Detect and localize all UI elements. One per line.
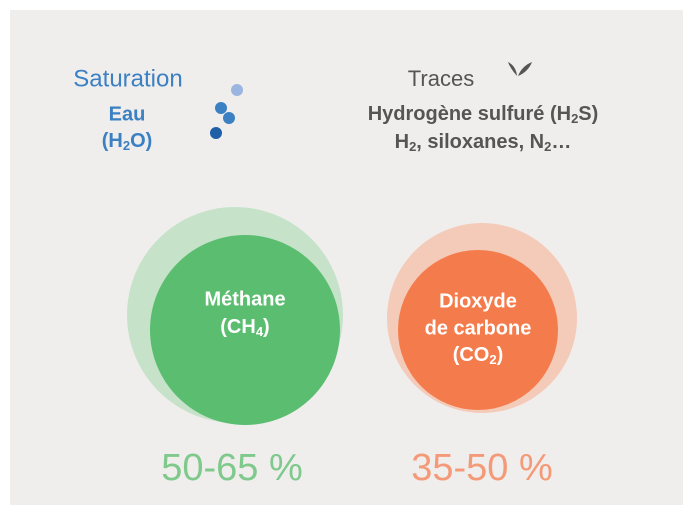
dot <box>223 112 235 124</box>
methane-label: Méthane <box>204 288 285 310</box>
text-part: (CH <box>220 316 256 338</box>
panel <box>10 10 683 505</box>
text-part: , siloxanes, N <box>416 131 544 153</box>
text-part: H <box>395 131 409 153</box>
traces-line: Hydrogène sulfuré (H2S) <box>368 103 599 126</box>
subscript: 4 <box>256 324 264 339</box>
methane-share: 50-65 % <box>161 447 303 489</box>
saturation-formula: (H2O) <box>102 130 153 153</box>
subscript: 2 <box>123 138 130 153</box>
text-part: ) <box>263 316 270 338</box>
text-part: S) <box>578 103 598 125</box>
co2-formula: (CO2) <box>453 344 504 367</box>
sprout-icon <box>508 62 532 76</box>
text-part: … <box>551 131 571 153</box>
co2-label: Dioxyde <box>439 290 517 312</box>
subscript: 2 <box>489 352 496 367</box>
co2-circle <box>398 250 558 410</box>
saturation-name: Eau <box>109 103 146 125</box>
dot <box>210 127 222 139</box>
text-part: Hydrogène sulfuré (H <box>368 103 571 125</box>
text-part: (CO <box>453 344 490 366</box>
methane-circle <box>150 235 340 425</box>
subscript: 2 <box>544 139 551 154</box>
subscript: 2 <box>571 111 578 126</box>
co2-share: 35-50 % <box>411 447 553 489</box>
dot <box>215 102 227 114</box>
text-part: O) <box>130 130 152 152</box>
subscript: 2 <box>409 139 416 154</box>
saturation-title: Saturation <box>73 65 182 92</box>
traces-line: H2, siloxanes, N2… <box>395 131 572 154</box>
methane-formula: (CH4) <box>220 316 269 339</box>
text-part: ) <box>497 344 504 366</box>
traces-title: Traces <box>408 66 474 91</box>
dot <box>231 84 243 96</box>
co2-label: de carbone <box>425 317 532 339</box>
text-part: (H <box>102 130 123 152</box>
